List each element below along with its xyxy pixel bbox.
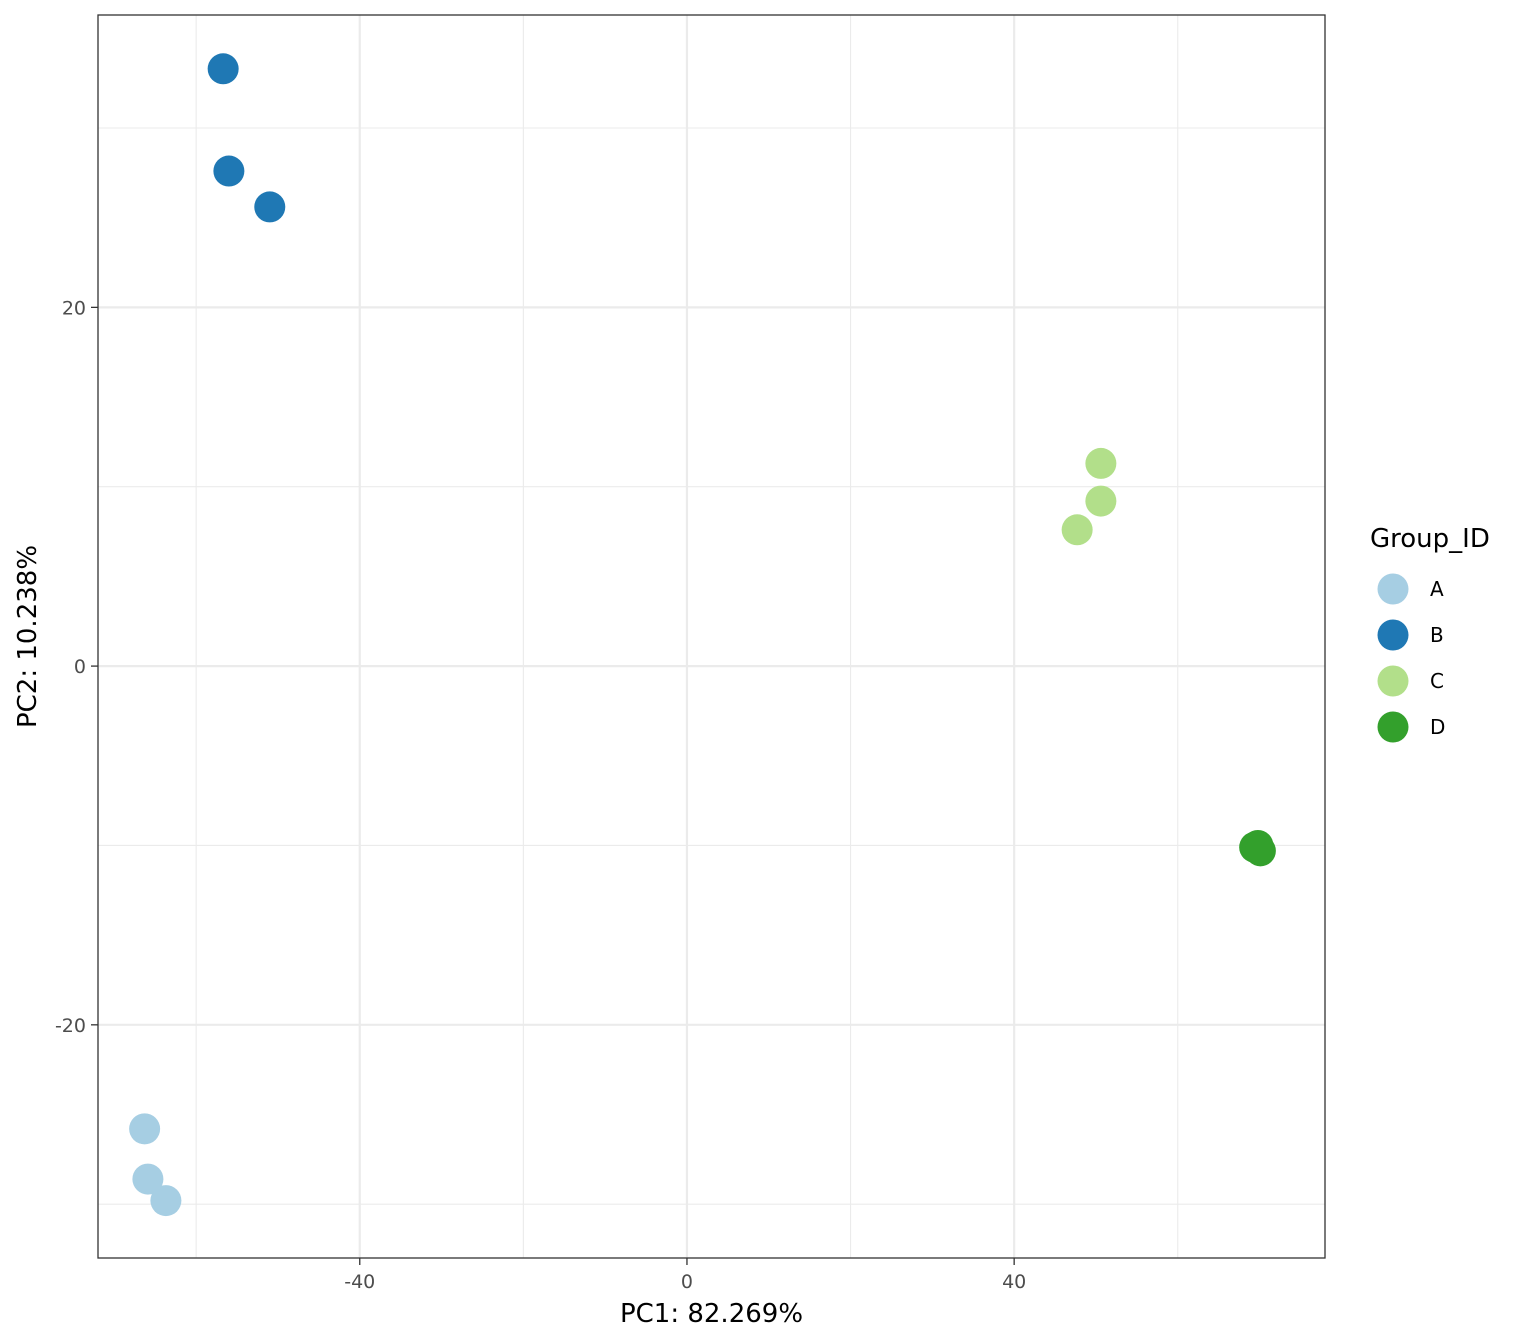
y-tick-label: 0 xyxy=(74,656,86,678)
legend-key-a xyxy=(1377,573,1409,605)
legend-key-d xyxy=(1377,711,1409,743)
y-axis-title: PC2: 10.238% xyxy=(13,545,43,728)
plot-panel-border xyxy=(97,14,1326,1259)
data-point-b xyxy=(207,53,239,85)
y-tick-label: 20 xyxy=(62,297,86,319)
plot-panel-background xyxy=(98,15,1325,1258)
x-axis: -40 0 40 xyxy=(344,1258,1026,1293)
major-grid xyxy=(98,15,1325,1258)
data-point-b xyxy=(213,155,245,187)
data-points xyxy=(129,53,1276,1217)
x-axis-title: PC1: 82.269% xyxy=(620,1299,803,1329)
data-point-c xyxy=(1085,447,1117,479)
data-point-c xyxy=(1061,514,1093,546)
data-point-c xyxy=(1085,485,1117,517)
legend-label-b: B xyxy=(1430,623,1444,647)
data-point-d xyxy=(1244,835,1276,867)
x-tick-label: 40 xyxy=(1002,1271,1026,1293)
data-point-a xyxy=(129,1113,161,1145)
y-axis: -20 0 20 xyxy=(55,297,98,1037)
x-tick-label: 0 xyxy=(681,1271,693,1293)
x-tick-label: -40 xyxy=(344,1271,375,1293)
legend-key-c xyxy=(1377,665,1409,697)
data-point-a xyxy=(150,1185,182,1217)
data-point-a xyxy=(132,1163,164,1195)
legend-label-a: A xyxy=(1430,577,1444,601)
data-point-b xyxy=(254,191,286,223)
legend-title: Group_ID xyxy=(1370,524,1490,554)
y-tick-label: -20 xyxy=(55,1015,86,1037)
minor-grid xyxy=(98,15,1325,1258)
legend-key-b xyxy=(1377,619,1409,651)
legend-label-d: D xyxy=(1430,715,1445,739)
legend-label-c: C xyxy=(1430,669,1444,693)
